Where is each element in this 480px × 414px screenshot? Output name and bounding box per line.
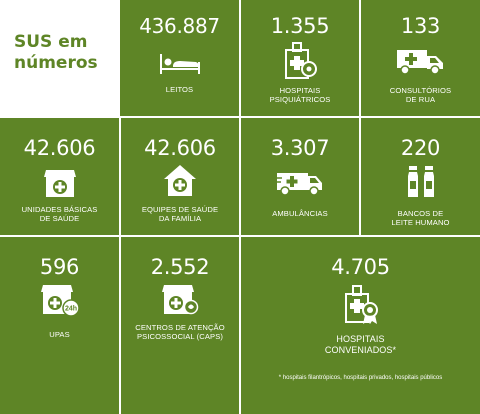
stat-value: 2.552 [150,255,210,279]
stat-tile-caps: 2.552 CENTROS DE ATENÇÃO PSICOSSOCIAL (C… [121,237,239,414]
bed-icon [159,54,200,74]
stat-label: BANCOS DE LEITE HUMANO [391,209,450,227]
stat-label: EQUIPES DE SAÚDE DA FAMÍLIA [141,205,219,223]
title-line-1: SUS em [14,32,88,52]
stat-tile-bancos-leite-humano: 220 BANCOS DE LEITE HUMANO [361,118,480,235]
stat-value: 1.355 [270,14,330,38]
page-title: SUS em números [14,32,98,74]
health-unit-icon [43,170,76,197]
medical-truck-icon [396,50,443,75]
hospital-badge-icon [344,285,378,324]
stat-value: 3.307 [270,136,330,160]
stat-tile-unidades-basicas: 42.606 UNIDADES BÁSICAS DE SAÚDE [0,118,119,235]
footnote: * hospitais filantrópicos, hospitais pri… [278,375,443,381]
stat-label: LEITOS [165,85,194,94]
stat-label: HOSPITAIS PSIQUIÁTRICOS [269,86,331,104]
stat-value: 4.705 [331,255,390,279]
stat-tile-equipes-saude-familia: 42.606 EQUIPES DE SAÚDE DA FAMÍLIA [121,118,239,235]
milk-bottles-icon [407,166,434,197]
stat-value: 220 [400,136,441,160]
stat-tile-hospitais-psiquiatricos: 1.355 HOSPITAIS PSIQUIÁTRICOS [241,0,359,116]
title-line-2: números [14,53,98,73]
stat-label: CONSULTÓRIOS DE RUA [389,86,452,104]
stat-tile-hospitais-conveniados: 4.705 HOSPITAIS CONVENIADOS* * hospitais… [241,237,480,414]
health-house-icon [164,165,196,196]
stat-label: HOSPITAIS CONVENIADOS* [324,334,397,355]
stat-tile-leitos: 436.887 LEITOS [120,0,239,116]
stat-label: UNIDADES BÁSICAS DE SAÚDE [21,205,98,223]
stat-tile-upas: 596 24h UPAS [0,237,119,414]
stat-label: AMBULÂNCIAS [272,209,328,218]
stat-label: CENTROS DE ATENÇÃO PSICOSSOCIAL (CAPS) [135,323,225,341]
hospital-building-icon [285,42,317,79]
svg-text:24h: 24h [64,306,76,313]
stat-value: 596 [39,255,80,279]
stat-tile-ambulancias: 3.307 AMBULÂNCIAS [241,118,359,235]
ambulance-icon [276,173,322,196]
upa-24h-icon: 24h [40,285,80,317]
stat-value: 436.887 [139,14,220,38]
stat-value: 42.606 [23,136,96,160]
stat-value: 133 [400,14,441,38]
caps-building-icon [162,285,199,315]
stat-tile-consultorios-de-rua: 133 CONSULTÓRIOS DE RUA [361,0,480,116]
stat-label: UPAS [49,330,70,339]
stat-value: 42.606 [144,136,216,160]
